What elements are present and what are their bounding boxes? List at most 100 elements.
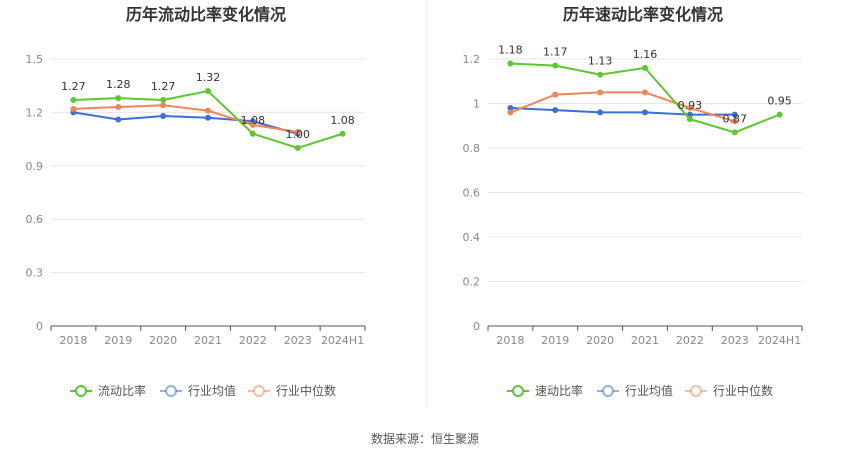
quick-data-label: 1.17: [543, 46, 568, 59]
quick-data-label: 0.93: [678, 99, 703, 112]
quick-data-point[interactable]: [642, 64, 648, 71]
current-data-point[interactable]: [205, 107, 211, 114]
quick-legend-item[interactable]: 行业均值: [597, 383, 673, 398]
current-data-point[interactable]: [339, 130, 346, 137]
quick-data-point[interactable]: [642, 89, 648, 96]
current-legend-item[interactable]: 行业均值: [160, 383, 236, 398]
current-data-point[interactable]: [249, 121, 256, 128]
data-source-note: 数据来源：恒生聚源: [371, 431, 479, 446]
legend-marker-icon: [75, 385, 87, 397]
quick-x-tick-label: 2019: [541, 334, 569, 347]
current-chart-title: 历年流动比率变化情况: [126, 5, 286, 24]
quick-y-tick-label: 1.2: [463, 53, 481, 66]
quick-y-tick-label: 1: [473, 98, 480, 111]
legend-label: 行业中位数: [276, 383, 336, 398]
quick-data-point[interactable]: [686, 116, 693, 123]
quick-data-label: 0.95: [767, 95, 792, 108]
current-series-line-2: [73, 104, 298, 133]
quick-x-tick-label: 2018: [496, 334, 524, 347]
current-x-tick-label: 2024H1: [321, 334, 364, 347]
quick-x-tick-label: 2023: [721, 334, 749, 347]
current-data-label: 1.08: [330, 114, 355, 127]
quick-y-tick-label: 0.2: [463, 276, 481, 289]
quick-x-tick-label: 2024H1: [758, 334, 801, 347]
quick-y-tick-label: 0.4: [463, 231, 481, 244]
quick-data-label: 1.13: [588, 55, 613, 68]
quick-ratio-chart: 历年速动比率变化情况 0 0.2 0.4 0.6 0.8 1 1.2 2018 2019 2020 2…: [463, 5, 803, 398]
current-data-point[interactable]: [70, 96, 77, 103]
quick-data-point[interactable]: [776, 111, 783, 118]
quick-y-tick-label: 0.6: [463, 187, 481, 200]
current-y-tick-label: 1.2: [26, 106, 44, 119]
current-data-label: 1.00: [285, 128, 310, 141]
quick-data-point[interactable]: [552, 62, 559, 69]
current-data-label: 1.27: [151, 80, 176, 93]
quick-chart-title: 历年速动比率变化情况: [563, 5, 723, 24]
current-data-point[interactable]: [115, 104, 122, 111]
current-data-point[interactable]: [294, 128, 301, 135]
legend-marker-icon: [602, 385, 614, 397]
current-legend-item[interactable]: 行业中位数: [248, 383, 336, 398]
current-data-point[interactable]: [205, 88, 211, 95]
current-y-tick-label: 0.9: [26, 160, 44, 173]
quick-data-point[interactable]: [731, 129, 738, 136]
current-y-tick-label: 1.5: [26, 53, 44, 66]
quick-series-line-1: [510, 106, 735, 116]
quick-data-point[interactable]: [597, 109, 604, 116]
current-data-point[interactable]: [70, 105, 77, 112]
legend-marker-icon: [690, 385, 702, 397]
quick-data-point[interactable]: [642, 109, 648, 116]
current-x-tick-label: 2020: [149, 334, 177, 347]
current-x-tick-label: 2019: [104, 334, 132, 347]
legend-marker-icon: [165, 385, 177, 397]
quick-data-label: 0.87: [722, 112, 747, 125]
legend-marker-icon: [253, 385, 265, 397]
quick-x-tick-label: 2022: [676, 334, 704, 347]
quick-data-point[interactable]: [507, 109, 514, 116]
current-data-label: 1.32: [196, 71, 221, 84]
current-legend-item[interactable]: 流动比率: [70, 383, 146, 398]
current-data-point[interactable]: [160, 96, 167, 103]
current-data-point[interactable]: [115, 116, 122, 123]
current-x-tick-label: 2023: [284, 334, 312, 347]
current-x-tick-label: 2022: [239, 334, 267, 347]
legend-label: 行业均值: [188, 383, 236, 398]
quick-data-label: 1.16: [633, 48, 658, 61]
quick-legend-item[interactable]: 行业中位数: [685, 383, 773, 398]
legend-label: 流动比率: [98, 383, 146, 398]
current-y-tick-label: 0: [36, 320, 43, 333]
current-ratio-chart: 历年流动比率变化情况 0 0.3 0.6 0.9 1.2 1.5 2018 2019 2020 20…: [26, 5, 366, 398]
quick-data-point[interactable]: [731, 111, 738, 118]
current-x-tick-label: 2021: [194, 334, 222, 347]
current-data-point[interactable]: [160, 102, 167, 109]
current-y-tick-label: 0.3: [26, 267, 44, 280]
current-series-line-1: [73, 111, 298, 135]
quick-data-point[interactable]: [552, 91, 559, 98]
current-data-label: 1.27: [61, 80, 86, 93]
current-data-point[interactable]: [160, 112, 167, 119]
current-legend: 流动比率 行业均值 行业中位数: [70, 383, 336, 398]
current-data-label: 1.08: [241, 114, 266, 127]
current-data-point[interactable]: [249, 130, 256, 137]
current-x-tick-label: 2018: [59, 334, 87, 347]
quick-legend-item[interactable]: 速动比率: [507, 383, 583, 398]
current-data-point[interactable]: [294, 145, 301, 151]
quick-data-point[interactable]: [597, 89, 604, 96]
quick-x-tick-label: 2020: [586, 334, 614, 347]
quick-legend: 速动比率 行业均值 行业中位数: [507, 383, 773, 398]
quick-data-point[interactable]: [507, 60, 514, 67]
quick-y-tick-label: 0: [473, 320, 480, 333]
quick-data-point[interactable]: [597, 71, 604, 78]
quick-data-point[interactable]: [552, 107, 559, 114]
current-data-point[interactable]: [205, 114, 211, 121]
legend-label: 行业中位数: [713, 383, 773, 398]
quick-data-point[interactable]: [731, 118, 738, 125]
quick-series-line-2: [510, 91, 735, 123]
quick-data-point[interactable]: [686, 104, 693, 111]
current-data-point[interactable]: [115, 95, 122, 102]
current-y-tick-label: 0.6: [26, 213, 44, 226]
legend-label: 速动比率: [535, 383, 583, 398]
quick-x-tick-label: 2021: [631, 334, 659, 347]
quick-data-label: 1.18: [498, 43, 523, 56]
